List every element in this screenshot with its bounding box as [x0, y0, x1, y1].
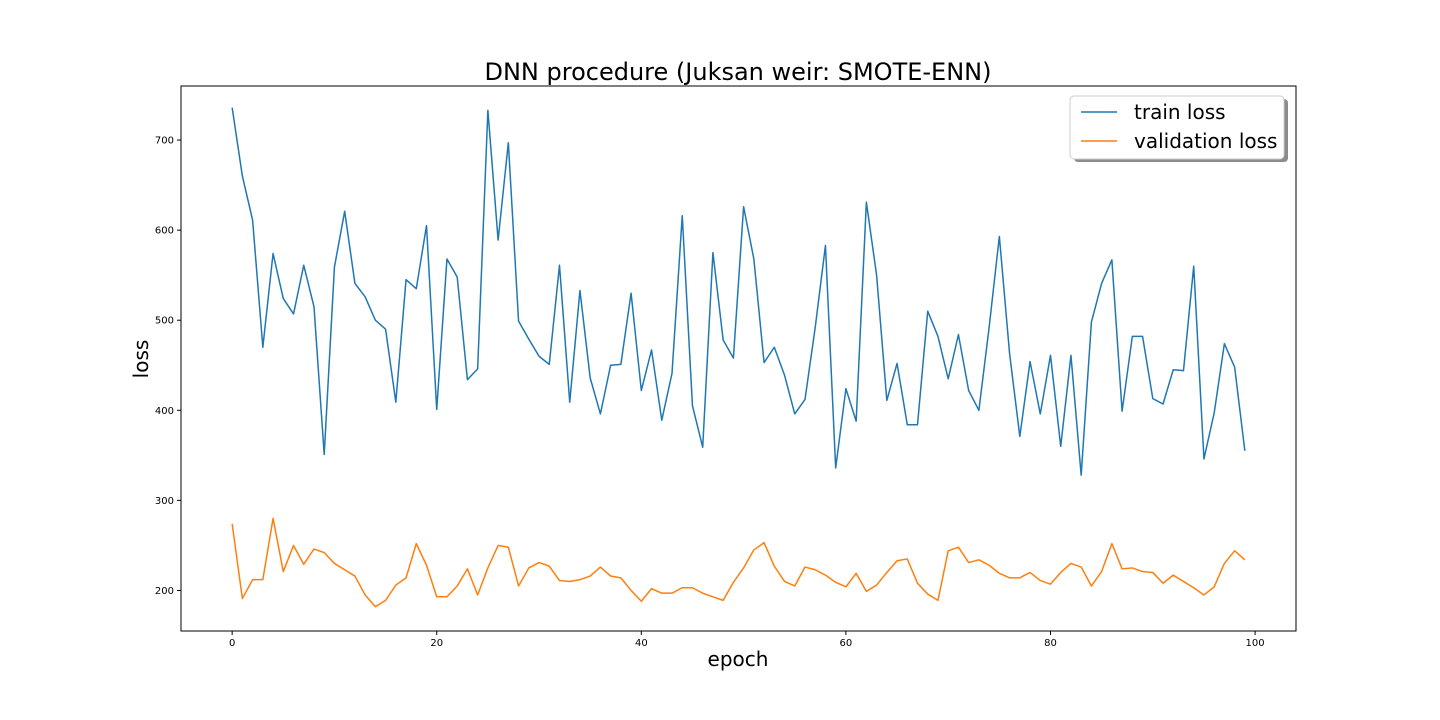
y-tick-label: 300	[155, 496, 174, 507]
x-tick-label: 100	[1246, 638, 1265, 649]
x-tick-label: 60	[840, 638, 853, 649]
y-tick-label: 600	[155, 226, 174, 237]
chart-title: DNN procedure (Juksan weir: SMOTE-ENN)	[485, 58, 992, 86]
y-tick-label: 500	[155, 316, 174, 327]
legend-label-train-loss: train loss	[1134, 100, 1226, 124]
x-tick-label: 0	[229, 638, 235, 649]
legend-label-validation-loss: validation loss	[1134, 129, 1277, 153]
series-line-validation-loss	[231, 517, 1246, 608]
series-line-train-loss	[231, 107, 1246, 476]
x-axis-label: epoch	[708, 647, 769, 671]
x-tick-label: 40	[635, 638, 648, 649]
y-axis-label: loss	[129, 340, 153, 379]
axis-ticks: 0 20 40 60 80 100 200 300 400 500 600 700	[155, 136, 1265, 649]
y-tick-label: 400	[155, 406, 174, 417]
legend-box	[1069, 95, 1285, 160]
y-tick-label: 200	[155, 586, 174, 597]
y-tick-label: 700	[155, 136, 174, 147]
plot-area-frame	[180, 85, 1297, 632]
x-tick-label: 20	[430, 638, 443, 649]
legend: train loss validation loss	[1069, 95, 1288, 162]
data-layer	[231, 107, 1246, 608]
x-tick-label: 80	[1044, 638, 1057, 649]
